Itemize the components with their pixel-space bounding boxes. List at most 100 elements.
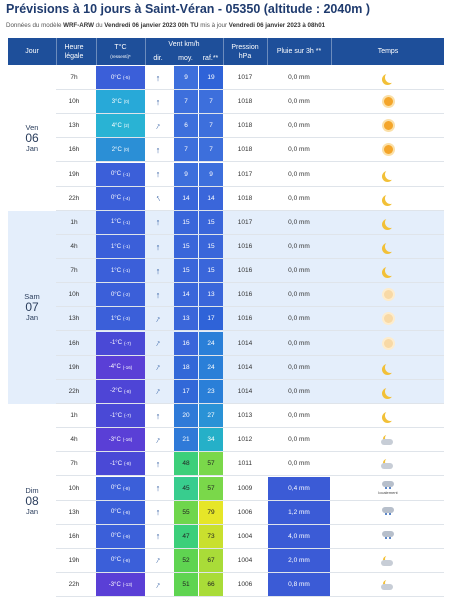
hour-cell: 13h bbox=[68, 122, 80, 130]
table-row: 10h 0°C (-2) ↑ 14 13 1016 0,0 mm bbox=[56, 283, 444, 308]
table-row: 7h 1°C (-1) ↑ 15 15 1016 0,0 mm bbox=[56, 259, 444, 284]
pressure-cell: 1004 bbox=[237, 532, 253, 540]
rain-cell: 0,0 mm bbox=[288, 146, 310, 154]
day-month: Jan bbox=[25, 506, 39, 516]
hour-cell: 22h bbox=[68, 387, 80, 395]
day-name: Ven bbox=[25, 123, 39, 133]
wind-gust-cell: 15 bbox=[199, 210, 223, 234]
weather-cell: localement bbox=[332, 477, 444, 500]
temperature-cell: 0°C (-9) bbox=[96, 524, 145, 548]
feels-like-value: (-13) bbox=[122, 582, 133, 588]
header-divider bbox=[331, 38, 332, 65]
wind-direction-cell: ↑ bbox=[145, 307, 171, 330]
wind-direction-cell: ↑ bbox=[145, 452, 171, 475]
wind-direction-cell: ↑ bbox=[145, 211, 171, 234]
col-moy: moy. bbox=[178, 54, 193, 62]
moon-icon bbox=[385, 410, 396, 421]
temperature-cell: 0°C (-4) bbox=[96, 186, 145, 210]
cloud-part-icon bbox=[381, 439, 393, 446]
hazy-sun-icon bbox=[383, 314, 393, 324]
header-divider bbox=[267, 38, 268, 65]
temperature-cell: -2°C (-8) bbox=[96, 379, 145, 403]
temperature-cell: 1°C (-3) bbox=[96, 307, 145, 331]
pressure-cell: 1006 bbox=[237, 508, 253, 516]
snowflakes-icon bbox=[385, 537, 391, 540]
day-month: Jan bbox=[25, 313, 39, 323]
wind-gust-cell: 7 bbox=[199, 138, 223, 162]
wind-arrow-icon: ↑ bbox=[155, 241, 161, 252]
day-label: Ven 06 Jan bbox=[8, 66, 56, 211]
hour-cell: 13h bbox=[68, 508, 80, 516]
wind-direction-cell: ↑ bbox=[145, 501, 171, 524]
wind-average-cell: 47 bbox=[174, 524, 198, 548]
feels-like-value: (-1) bbox=[123, 219, 131, 225]
rain-cell: 0,0 mm bbox=[288, 387, 310, 395]
temperature-cell: 2°C (0) bbox=[96, 138, 145, 162]
temperature-value: 0°C bbox=[110, 485, 122, 492]
pressure-cell: 1011 bbox=[238, 460, 252, 468]
wind-direction-cell: ↑ bbox=[145, 138, 171, 161]
page-title: Prévisions à 10 jours à Saint-Véran - 05… bbox=[6, 2, 371, 16]
moon-icon bbox=[385, 72, 396, 83]
feels-like-value: (-1) bbox=[123, 268, 131, 274]
rain-cell: 0,0 mm bbox=[288, 194, 310, 202]
pressure-cell: 1012 bbox=[237, 436, 253, 444]
rain-cell: 0,0 mm bbox=[288, 436, 310, 444]
model-name: WRF-ARW bbox=[63, 22, 94, 29]
pressure-cell: 1006 bbox=[237, 581, 253, 589]
hour-cell: 16h bbox=[68, 532, 80, 540]
wind-arrow-icon: ↑ bbox=[153, 361, 163, 373]
weather-cell bbox=[332, 428, 444, 451]
temperature-cell: 1°C (-1) bbox=[96, 259, 145, 283]
temperature-value: 0°C bbox=[110, 74, 122, 81]
temperature-cell: 1°C (-1) bbox=[96, 235, 145, 259]
wind-gust-cell: 34 bbox=[199, 428, 223, 452]
rain-cell: 2,0 mm bbox=[268, 548, 330, 572]
temperature-cell: -3°C (-16) bbox=[96, 428, 145, 452]
wind-gust-cell: 15 bbox=[199, 259, 223, 283]
feels-like-value: (-16) bbox=[122, 437, 133, 443]
pressure-cell: 1017 bbox=[237, 170, 253, 178]
temperature-value: 0°C bbox=[110, 291, 122, 298]
wind-arrow-icon: ↑ bbox=[155, 531, 161, 542]
hour-cell: 16h bbox=[68, 339, 80, 347]
temperature-value: 0°C bbox=[110, 533, 122, 540]
wind-average-cell: 52 bbox=[174, 548, 198, 572]
wind-gust-cell: 27 bbox=[199, 404, 223, 428]
wind-direction-cell: ↑ bbox=[145, 66, 171, 89]
col-temp-sub: (ressenti)* bbox=[110, 53, 131, 59]
rain-cell: 4,0 mm bbox=[268, 524, 330, 548]
wind-gust-cell: 57 bbox=[199, 452, 223, 476]
temperature-value: -3°C bbox=[108, 581, 121, 588]
col-heure-line2: légale bbox=[64, 52, 84, 60]
temperature-value: -1°C bbox=[109, 340, 123, 347]
wind-average-cell: 15 bbox=[174, 259, 198, 283]
cloud-moon-icon bbox=[381, 458, 395, 470]
rain-cell: 0,0 mm bbox=[288, 74, 310, 81]
table-row: 7h -1°C (-8) ↑ 48 57 1011 0,0 mm bbox=[56, 452, 444, 477]
rain-cell: 0,8 mm bbox=[268, 573, 330, 597]
moon-icon bbox=[385, 193, 396, 204]
pressure-cell: 1017 bbox=[237, 218, 253, 226]
hour-cell: 7h bbox=[70, 460, 78, 468]
wind-average-cell: 14 bbox=[174, 186, 198, 210]
rain-cell: 0,0 mm bbox=[288, 339, 310, 347]
table-row: 13h 0°C (-8) ↑ 55 79 1006 1,2 mm bbox=[56, 500, 444, 525]
wind-direction-cell: ↑ bbox=[145, 549, 171, 572]
feels-like-value: (-3) bbox=[123, 316, 131, 322]
wind-direction-cell: ↑ bbox=[145, 259, 171, 282]
weather-cell bbox=[332, 404, 444, 427]
wind-gust-cell: 17 bbox=[199, 307, 223, 331]
wind-gust-cell: 73 bbox=[199, 524, 223, 548]
wind-gust-cell: 7 bbox=[199, 114, 223, 138]
header-divider bbox=[96, 38, 97, 65]
wind-average-cell: 9 bbox=[174, 162, 198, 186]
subtitle-mid: du bbox=[93, 22, 105, 29]
feels-like-value: (-1) bbox=[123, 244, 131, 250]
rain-cell: 0,0 mm bbox=[288, 218, 310, 226]
col-temp: T°C (ressenti)* bbox=[96, 38, 145, 65]
wind-average-cell: 18 bbox=[174, 355, 198, 379]
rain-cell: 0,0 mm bbox=[288, 98, 310, 106]
wind-arrow-icon: ↑ bbox=[155, 265, 161, 276]
pressure-cell: 1013 bbox=[237, 412, 253, 420]
